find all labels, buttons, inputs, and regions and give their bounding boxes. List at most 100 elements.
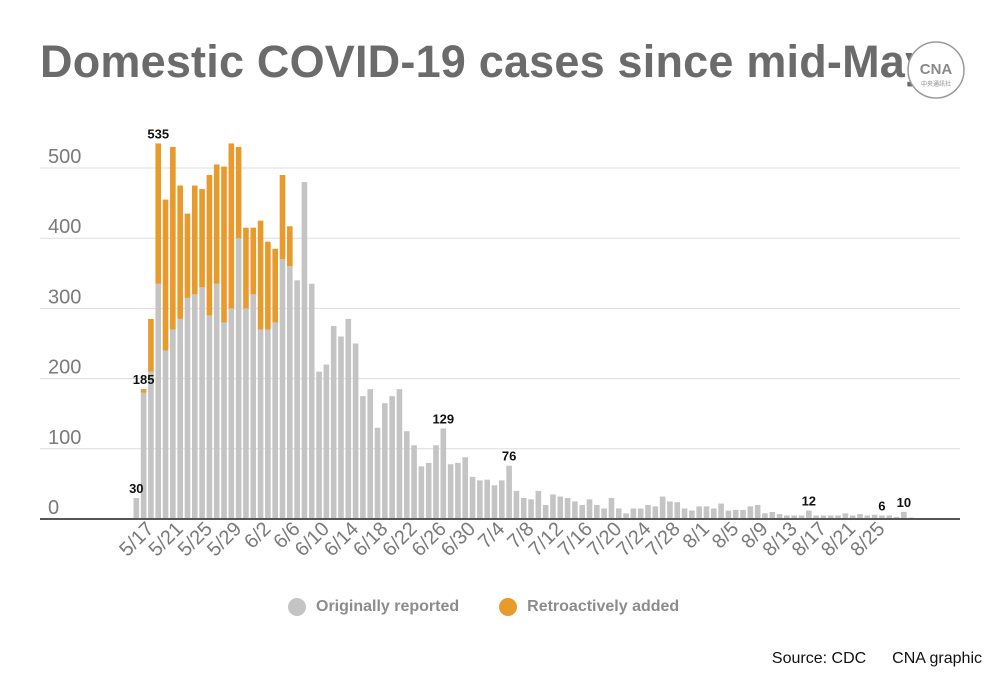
data-label: 76 — [502, 449, 516, 464]
bar-retro — [235, 146, 242, 239]
bar-original — [418, 466, 425, 519]
bar-original — [681, 508, 688, 519]
bar-retro — [162, 199, 169, 351]
bar-original — [754, 504, 761, 519]
bar-retro — [243, 227, 249, 309]
bar-original — [221, 322, 227, 519]
bar-original — [542, 504, 549, 519]
bar-retro — [221, 166, 227, 323]
y-tick-label: 0 — [48, 497, 59, 519]
bar-original — [893, 516, 900, 519]
bar-original — [615, 508, 622, 519]
bar-original — [360, 396, 366, 519]
bar-retro — [250, 227, 257, 295]
bar-original — [710, 508, 717, 519]
bar-original — [323, 364, 330, 519]
bar-original — [835, 515, 841, 519]
data-label: 6 — [878, 498, 885, 513]
bar-original — [184, 297, 191, 519]
bar-original — [447, 464, 454, 519]
bar-original — [849, 515, 856, 519]
cna-logo-icon: CNA 中央通訊社 — [907, 41, 965, 99]
bar-original — [484, 479, 490, 519]
bar-original — [243, 308, 249, 519]
bar-original — [871, 514, 878, 519]
bar-original — [776, 514, 783, 519]
bar-original — [703, 506, 710, 519]
bar-original — [601, 508, 607, 519]
bar-original — [403, 431, 410, 519]
bar-original — [718, 503, 724, 519]
bar-original — [506, 465, 512, 519]
chart-title: Domestic COVID-19 cases since mid-May — [40, 36, 931, 87]
bar-original — [520, 497, 527, 519]
bar-original — [769, 511, 776, 519]
bar-retro — [184, 213, 191, 298]
bar-original — [652, 506, 659, 519]
bar-original — [842, 513, 849, 519]
bar-original — [791, 515, 797, 519]
bar-original — [206, 315, 213, 519]
legend-label-original: Originally reported — [316, 598, 460, 615]
bar-original — [762, 513, 768, 519]
bar-original — [513, 490, 520, 519]
bar-original — [389, 396, 395, 519]
bar-original — [674, 502, 681, 519]
bar-original — [148, 371, 154, 519]
x-tick-label: 8/25 — [846, 518, 889, 561]
bar-original — [411, 445, 417, 519]
bar-retro — [206, 175, 213, 316]
bar-retro — [177, 185, 183, 319]
bar-retro — [265, 241, 271, 330]
bar-retro — [287, 226, 293, 267]
bar-original — [725, 510, 732, 519]
data-label: 10 — [897, 495, 911, 510]
bar-original — [820, 515, 827, 519]
bar-original — [199, 287, 205, 519]
y-tick-label: 300 — [48, 286, 81, 308]
bar-original — [433, 445, 439, 519]
legend-item-retro: Retroactively added — [499, 598, 679, 616]
bar-retro — [148, 318, 154, 372]
bar-original — [455, 462, 461, 519]
bar-original — [608, 497, 615, 519]
bar-original — [696, 506, 702, 519]
x-tick-label: 5/29 — [203, 518, 246, 561]
data-label: 535 — [147, 126, 169, 141]
bar-original — [806, 510, 812, 519]
bar-original — [330, 325, 337, 519]
legend: Originally reported Retroactively added — [288, 598, 679, 616]
bar-original — [425, 462, 432, 519]
bar-original — [316, 371, 322, 519]
bar-original — [813, 515, 819, 519]
bar-original — [396, 389, 403, 519]
bar-original — [155, 283, 162, 519]
bar-original — [864, 515, 871, 519]
source-credit: Source: CDC CNA graphic — [772, 650, 982, 668]
legend-swatch-original — [288, 598, 306, 616]
bar-original — [177, 318, 183, 519]
bar-original — [740, 509, 746, 519]
legend-label-retro: Retroactively added — [527, 598, 680, 615]
bar-original — [345, 318, 352, 519]
source-text: Source: CDC — [771, 650, 867, 667]
bar-original — [747, 506, 754, 519]
bar-original — [294, 280, 300, 519]
bar-retro — [272, 248, 278, 323]
bar-retro — [140, 389, 147, 393]
bar-original — [857, 514, 863, 519]
bar-original — [879, 515, 885, 519]
bar-original — [265, 329, 271, 519]
bar-original — [133, 497, 140, 519]
bar-original — [338, 336, 344, 519]
y-tick-label: 100 — [48, 427, 81, 449]
bar-original — [732, 509, 739, 519]
bar-original — [462, 457, 469, 519]
bar-original — [162, 350, 169, 519]
bar-original — [579, 504, 586, 519]
bar-retro — [155, 143, 162, 284]
bar-original — [352, 343, 359, 519]
bar-original — [535, 490, 542, 519]
bar-original — [557, 496, 564, 519]
bar-original — [667, 501, 673, 519]
